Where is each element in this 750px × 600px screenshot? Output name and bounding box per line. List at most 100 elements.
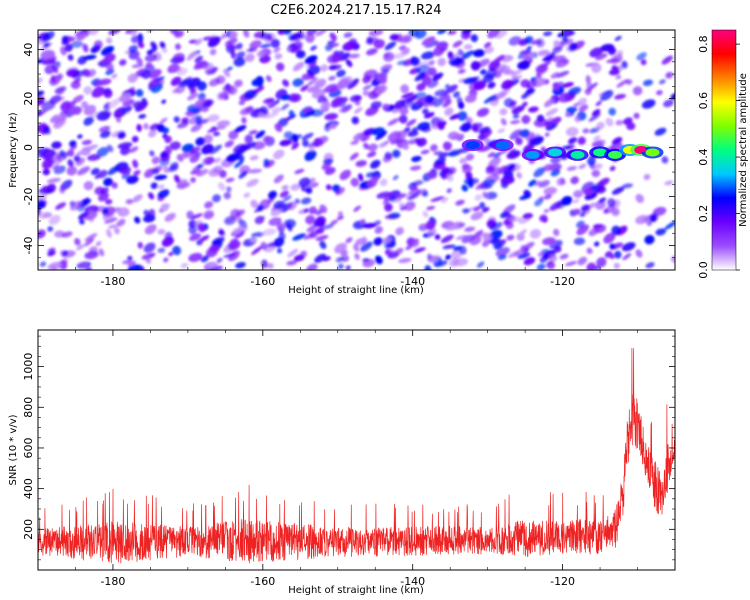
noise-blob xyxy=(360,241,373,252)
noise-blob xyxy=(149,150,155,157)
noise-blob xyxy=(440,234,454,244)
noise-blob xyxy=(127,73,139,83)
noise-blob xyxy=(106,229,112,238)
noise-blob xyxy=(148,208,156,218)
noise-blob xyxy=(195,137,206,146)
noise-blob xyxy=(362,75,372,84)
noise-blob xyxy=(603,232,616,244)
noise-blob xyxy=(228,250,240,262)
noise-blob xyxy=(327,53,342,64)
noise-blob xyxy=(441,167,450,174)
noise-blob xyxy=(224,140,235,148)
noise-blob xyxy=(382,153,393,163)
noise-blob xyxy=(263,158,270,167)
snr-y-tick-label: 600 xyxy=(22,437,35,458)
noise-blob xyxy=(665,71,674,79)
noise-blob xyxy=(130,30,138,36)
noise-blob xyxy=(136,124,142,132)
noise-blob xyxy=(533,167,546,178)
noise-blob xyxy=(374,226,383,234)
noise-blob xyxy=(543,187,558,195)
noise-blob xyxy=(446,225,460,231)
noise-blob xyxy=(322,224,334,230)
noise-blob xyxy=(75,244,85,251)
noise-blob xyxy=(228,130,239,140)
noise-blob xyxy=(485,165,495,172)
noise-blob xyxy=(407,191,421,200)
noise-blob xyxy=(445,254,452,260)
noise-blob xyxy=(375,255,383,265)
noise-blob xyxy=(561,196,573,206)
noise-blob xyxy=(577,256,588,266)
noise-blob xyxy=(537,49,550,56)
noise-blob xyxy=(280,103,290,111)
noise-blob xyxy=(649,214,658,222)
noise-blob xyxy=(407,130,419,137)
snr-series-line xyxy=(38,347,675,564)
noise-blob xyxy=(283,131,294,139)
noise-blob xyxy=(573,190,584,198)
noise-blob xyxy=(411,155,422,162)
noise-blob xyxy=(160,203,169,212)
snr-y-axis: 200 400 600 800 1000 xyxy=(22,335,675,571)
noise-blob xyxy=(119,59,127,66)
noise-blob xyxy=(320,101,331,111)
noise-blob xyxy=(226,66,233,72)
noise-blob xyxy=(392,149,401,158)
noise-blob xyxy=(190,177,196,183)
noise-blob xyxy=(241,117,247,124)
noise-blob xyxy=(406,119,417,127)
noise-blob xyxy=(591,139,606,148)
noise-blob xyxy=(516,172,523,179)
noise-blob xyxy=(355,160,367,167)
noise-blob xyxy=(580,204,591,212)
noise-blob xyxy=(584,88,592,95)
snr-y-tick-label: 400 xyxy=(22,478,35,499)
noise-blob xyxy=(635,193,644,204)
noise-blob xyxy=(188,219,198,228)
noise-blob xyxy=(389,33,399,41)
noise-blob xyxy=(457,111,468,121)
noise-blob xyxy=(128,50,140,60)
colorbar-tick-label: 0.0 xyxy=(697,261,710,279)
noise-blob xyxy=(353,243,360,252)
noise-blob xyxy=(267,241,281,248)
noise-blob xyxy=(558,92,572,103)
noise-blob xyxy=(55,152,62,162)
noise-blob xyxy=(500,118,507,126)
noise-blob xyxy=(96,111,111,121)
snr-panel: -180 -160 -140 -120 200 400 600 800 1000 Height… xyxy=(8,329,676,596)
noise-blob xyxy=(267,262,274,269)
noise-blob xyxy=(365,171,377,178)
noise-blob xyxy=(475,232,487,238)
noise-blob xyxy=(587,156,596,166)
noise-blob xyxy=(661,55,673,65)
noise-blob xyxy=(336,78,350,90)
noise-blob xyxy=(135,101,148,112)
noise-blob xyxy=(394,193,407,199)
noise-blob xyxy=(301,132,314,141)
noise-blob xyxy=(494,63,507,74)
noise-blob xyxy=(508,36,522,46)
noise-blob xyxy=(362,84,372,91)
noise-blob xyxy=(44,64,56,75)
noise-blob xyxy=(217,182,226,191)
noise-blob xyxy=(292,233,306,241)
noise-blob xyxy=(548,253,558,263)
noise-blob xyxy=(365,106,379,116)
noise-blob xyxy=(294,198,300,204)
noise-blob xyxy=(52,163,60,170)
noise-blob xyxy=(340,249,348,257)
noise-blob xyxy=(588,112,601,122)
noise-blob xyxy=(389,196,397,202)
noise-blob xyxy=(38,209,42,216)
noise-blob xyxy=(465,153,475,161)
noise-blob xyxy=(308,143,315,153)
noise-blob xyxy=(497,90,507,99)
noise-blob xyxy=(461,50,474,60)
noise-blob xyxy=(149,68,162,79)
noise-blob xyxy=(216,257,223,264)
noise-blob xyxy=(119,166,132,175)
noise-blob xyxy=(248,130,258,135)
noise-blob xyxy=(348,53,361,59)
